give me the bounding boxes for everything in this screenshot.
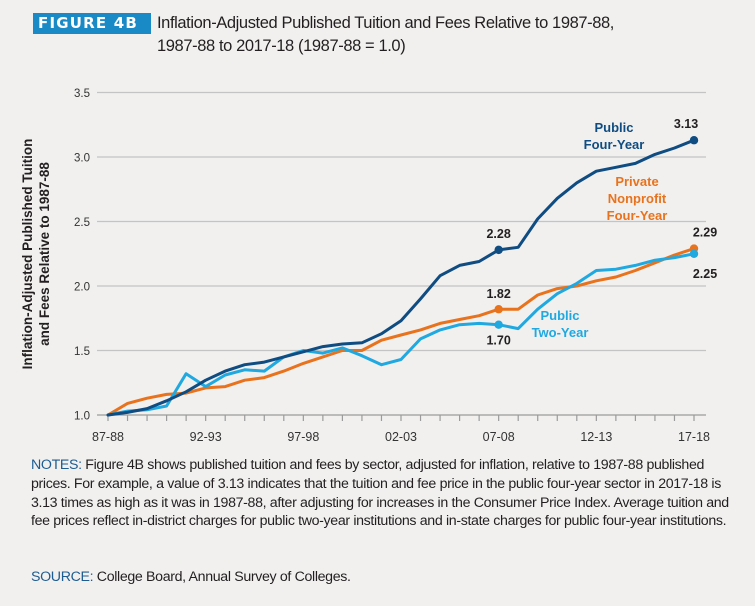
data-label: 2.25: [693, 267, 717, 281]
figure-title-line-2: 1987-88 to 2017-18 (1987-88 = 1.0): [157, 37, 406, 55]
data-point-marker: [494, 305, 503, 314]
series-label: Two-Year: [532, 325, 589, 340]
series-line-public-four-year: [106, 138, 696, 417]
y-tick-label: 3.5: [74, 88, 90, 100]
source: SOURCE: College Board, Annual Survey of …: [31, 568, 351, 587]
x-axis: 87-88 92-93 97-98 02-03 07-08 12-13 17-18: [92, 415, 710, 444]
line-chart: 1.0 1.5 2.0 2.5 3.0 3.5 87-88 92-93 97-98 02-03 0…: [74, 88, 717, 444]
data-point-marker: [689, 249, 699, 258]
x-tick-label: 17-18: [678, 430, 710, 444]
y-tick-label: 3.0: [74, 153, 90, 165]
series-label: Private: [615, 174, 658, 189]
data-label: 3.13: [674, 117, 698, 131]
data-label: 2.29: [693, 226, 717, 240]
y-axis-ticks: 1.0 1.5 2.0 2.5 3.0 3.5: [74, 88, 90, 423]
series-labels: Public Four-Year Private Nonprofit Four-Year…: [532, 120, 668, 340]
x-tick-label: 12-13: [580, 430, 612, 444]
notes-text: Figure 4B shows published tuition and fe…: [31, 457, 729, 530]
notes: NOTES: Figure 4B shows published tuition…: [31, 456, 736, 531]
figure-badge: FIGURE 4B: [33, 13, 151, 34]
x-tick-label: 92-93: [190, 430, 222, 444]
figure-title-line-1: Inflation-Adjusted Published Tuition and…: [157, 14, 614, 32]
data-point-marker: [689, 136, 699, 145]
series-line-private-nonprofit-four-year: [106, 247, 696, 417]
notes-lead: NOTES:: [31, 457, 82, 473]
y-tick-label: 2.0: [74, 282, 90, 294]
data-point-marker: [494, 320, 503, 329]
x-tick-label: 02-03: [385, 430, 417, 444]
series-label: Public: [594, 120, 633, 135]
series-label: Four-Year: [607, 208, 668, 223]
x-tick-label: 07-08: [483, 430, 515, 444]
x-tick-label: 87-88: [92, 430, 124, 444]
data-label: 2.28: [486, 227, 510, 241]
figure-title: Inflation-Adjusted Published Tuition and…: [157, 12, 737, 58]
series-label: Four-Year: [584, 137, 645, 152]
series-line-public-two-year: [106, 252, 696, 417]
y-tick-label: 2.5: [74, 217, 90, 229]
data-annotations: 2.28 3.13 1.82 2.29 1.70 2.25: [486, 117, 717, 347]
series-lines: [106, 138, 696, 417]
x-tick-label: 97-98: [287, 430, 319, 444]
source-lead: SOURCE:: [31, 569, 94, 585]
series-label: Nonprofit: [608, 191, 667, 206]
data-point-marker: [494, 245, 503, 255]
source-text: College Board, Annual Survey of Colleges…: [93, 569, 351, 585]
data-label: 1.82: [486, 287, 510, 301]
series-label: Public: [540, 308, 579, 323]
y-tick-label: 1.0: [74, 411, 90, 423]
data-label: 1.70: [486, 334, 510, 348]
gridlines: [97, 91, 706, 416]
y-tick-label: 1.5: [74, 346, 90, 358]
